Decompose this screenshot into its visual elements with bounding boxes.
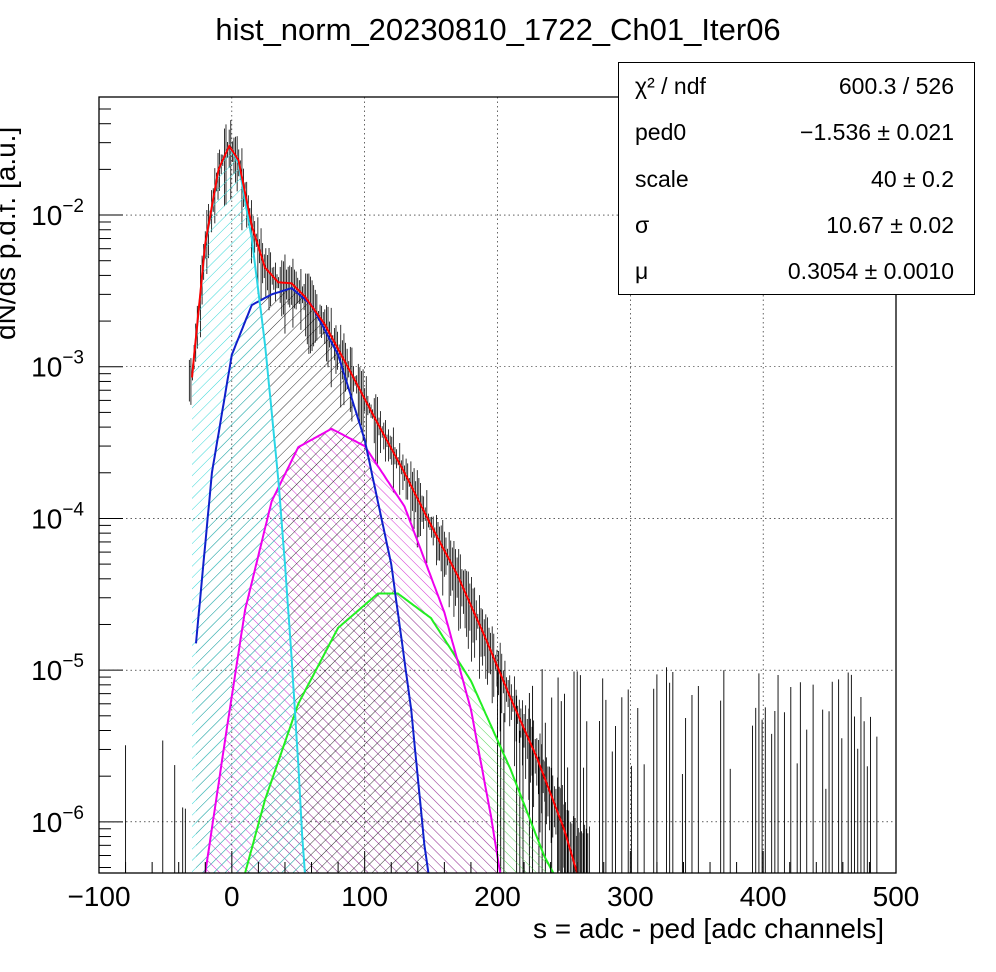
fit-stats-box: χ² / ndf 600.3 / 526 ped0 −1.536 ± 0.021… <box>618 62 975 295</box>
x-tick-label: 500 <box>873 881 920 912</box>
x-tick-label: 100 <box>341 881 388 912</box>
stat-name: scale <box>635 166 689 192</box>
x-axis-label: s = adc - ped [adc channels] <box>533 913 884 944</box>
stat-name: χ² / ndf <box>635 73 706 99</box>
stat-value: −1.536 ± 0.021 <box>800 119 954 145</box>
y-tick-label: 10−6 <box>31 803 84 838</box>
y-tick-label: 10−2 <box>31 196 84 231</box>
y-axis-label: dN/ds p.d.f. [a.u.] <box>0 127 21 340</box>
axis-ticks <box>98 96 897 873</box>
x-tick-label: 400 <box>740 881 787 912</box>
pedestal-area <box>192 146 305 873</box>
chart-title: hist_norm_20230810_1722_Ch01_Iter06 <box>215 12 781 47</box>
total-fit-curve <box>191 143 579 873</box>
stat-name: ped0 <box>635 119 687 145</box>
stat-name: μ <box>635 258 649 284</box>
third-pe-curve <box>244 592 555 873</box>
stat-row-chi2: χ² / ndf 600.3 / 526 <box>619 63 974 109</box>
stat-value: 10.67 ± 0.02 <box>826 212 954 238</box>
x-tick-label: −100 <box>67 881 130 912</box>
stat-value: 40 ± 0.2 <box>871 166 954 192</box>
fit-curves <box>191 143 579 873</box>
stat-row-ped0: ped0 −1.536 ± 0.021 <box>619 109 974 155</box>
x-tick-label: 200 <box>474 881 521 912</box>
y-tick-label: 10−3 <box>31 348 84 383</box>
stat-row-mu: μ 0.3054 ± 0.0010 <box>619 248 974 294</box>
data-histogram-noise <box>125 120 878 873</box>
y-tick-label: 10−4 <box>31 499 84 534</box>
stat-row-scale: scale 40 ± 0.2 <box>619 156 974 202</box>
stat-name: σ <box>635 212 650 238</box>
y-tick-label: 10−5 <box>31 651 84 686</box>
second-pe-curve <box>204 427 502 873</box>
x-tick-label: 300 <box>607 881 654 912</box>
fit-component-areas <box>192 146 554 873</box>
stat-value: 600.3 / 526 <box>838 73 954 99</box>
x-tick-label: 0 <box>224 881 240 912</box>
stat-row-sigma: σ 10.67 ± 0.02 <box>619 202 974 248</box>
stat-value: 0.3054 ± 0.0010 <box>787 258 954 284</box>
